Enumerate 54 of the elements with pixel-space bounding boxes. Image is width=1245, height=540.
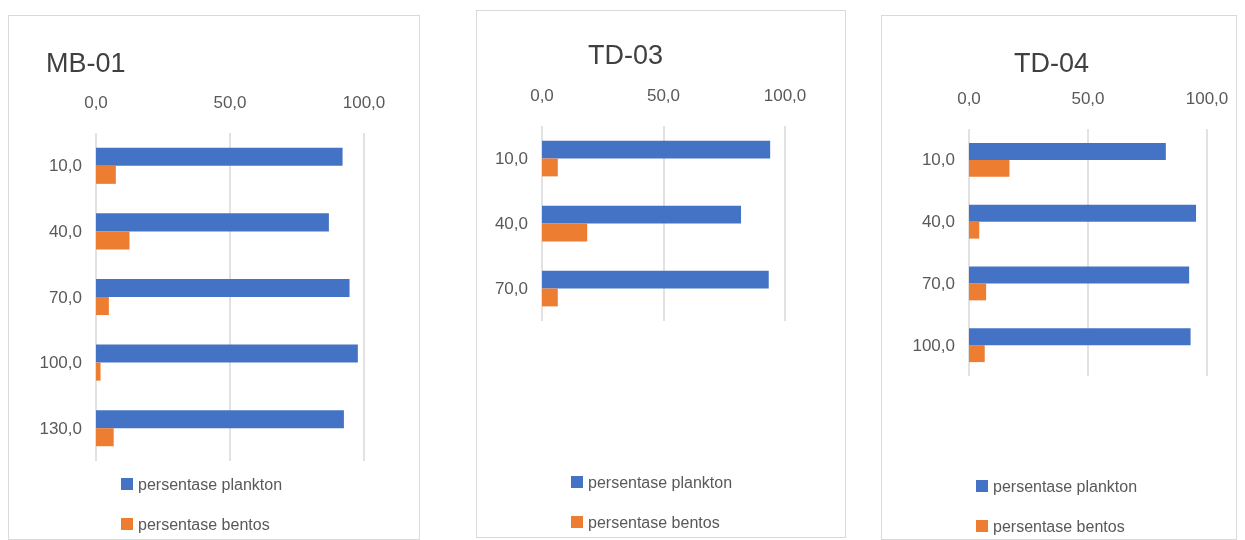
bar [96,362,101,381]
bar [542,205,742,224]
y-tick-label: 100,0 [39,353,82,373]
legend-label: persentase bentos [138,515,270,533]
x-tick-label: 50,0 [646,86,681,105]
chart-title: MB-01 [46,47,126,78]
bar [542,158,558,177]
bar [969,328,1191,346]
y-tick-label: 100,0 [912,335,955,355]
bar [969,204,1197,222]
y-tick-label: 130,0 [39,418,82,438]
x-tick-label: 0,0 [84,93,108,112]
bar [542,140,771,159]
legend-label: persentase plankton [138,475,283,493]
x-tick-label: 100,0 [763,86,807,105]
bar [96,165,116,184]
bar [969,345,985,363]
legend-label: persentase bentos [588,513,720,531]
bar [96,231,130,250]
bar [969,142,1166,160]
bar [96,213,329,232]
x-tick-label: 0,0 [530,86,554,105]
bar [96,428,114,447]
chart-title: TD-04 [1014,47,1090,78]
bar [96,278,350,297]
bar [96,410,344,429]
bar [969,159,1010,177]
y-tick-label: 70,0 [921,273,955,293]
x-tick-label: 100,0 [1185,89,1229,108]
x-tick-label: 50,0 [213,93,247,112]
y-tick-label: 10,0 [494,149,528,168]
legend-label: persentase plankton [588,473,733,491]
chart-title: TD-03 [588,39,664,70]
x-tick-label: 0,0 [957,89,981,108]
bar [96,147,343,166]
y-tick-label: 70,0 [48,287,82,307]
bar [542,288,558,307]
y-tick-label: 10,0 [48,156,82,176]
bar [542,223,588,242]
bar [542,270,769,289]
y-tick-label: 40,0 [48,221,82,241]
bar [969,221,980,239]
legend-label: persentase bentos [993,517,1125,535]
y-tick-label: 10,0 [921,150,955,170]
y-tick-label: 70,0 [494,279,528,298]
bar [96,344,358,363]
legend-label: persentase plankton [993,477,1138,495]
y-tick-label: 40,0 [494,214,528,233]
bar [96,297,109,316]
y-tick-label: 40,0 [921,212,955,232]
bar [969,283,987,301]
x-tick-label: 50,0 [1071,89,1105,108]
x-tick-label: 100,0 [342,93,386,112]
bar [969,266,1190,284]
